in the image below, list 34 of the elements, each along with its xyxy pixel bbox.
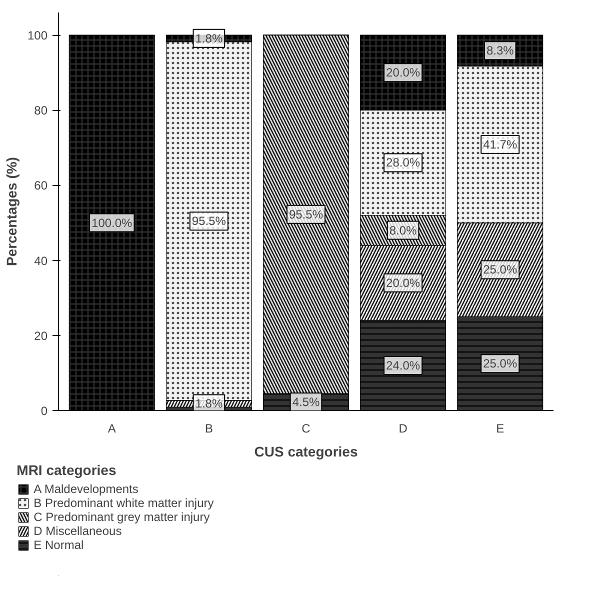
data-label: 20.0% [386,276,420,290]
legend-label: E Normal [34,538,84,552]
data-label: 8.3% [486,44,514,58]
y-axis-title: Percentages (%) [3,157,20,266]
data-label: 25.0% [483,262,518,277]
x-axis-title: CUS categories [254,444,358,460]
data-label: 100.0% [92,216,133,230]
data-label: 41.7% [483,137,518,152]
y-tick-label: 100 [27,28,48,43]
y-tick-label: 60 [34,178,48,193]
data-label: 1.8% [195,396,223,411]
data-label: 95.5% [288,207,324,222]
y-tick-label: 80 [34,104,48,118]
data-label: 1.8% [195,31,223,46]
x-tick-label: D [398,422,408,436]
y-tick-label: 40 [34,254,48,268]
legend-label: D Miscellaneous [34,524,122,538]
data-label: 24.0% [386,358,420,372]
data-label: 8.0% [389,223,418,238]
x-tick-label: A [108,422,116,436]
legend-label: C Predominant grey matter injury [34,510,210,524]
data-label: 95.5% [192,214,226,228]
data-label: 28.0% [386,156,420,170]
data-label: 20.0% [386,66,420,80]
y-tick-label: 20 [34,328,48,343]
legend-label: B Predominant white matter injury [34,496,214,510]
legend-label: A Maldevelopments [34,482,138,496]
x-tick-label: B [204,422,213,436]
data-label: 4.5% [292,395,320,410]
x-tick-label: E [496,422,504,436]
data-label: 25.0% [483,356,518,371]
x-tick-label: C [302,422,311,436]
y-tick-label: 0 [40,404,48,418]
legend-title: MRI categories [16,462,118,478]
